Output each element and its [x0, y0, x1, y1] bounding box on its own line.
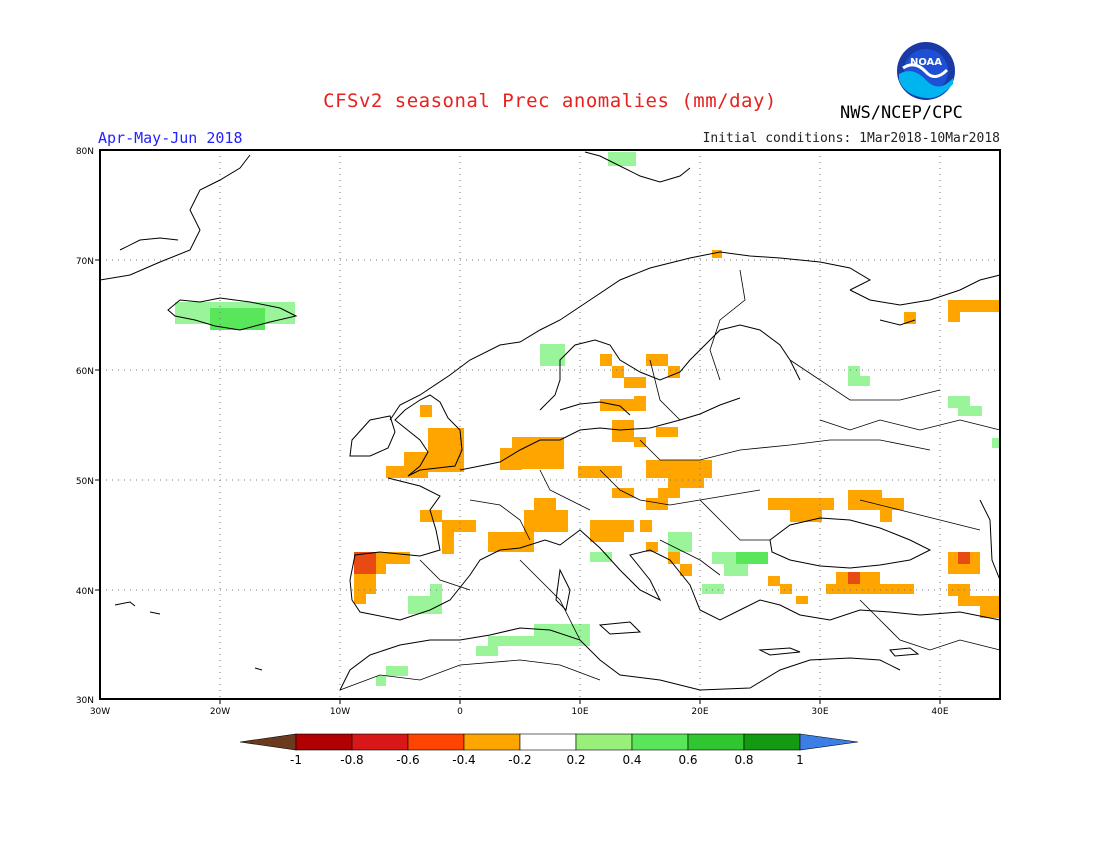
- legend-label: 0.2: [566, 753, 585, 767]
- legend-label: -0.4: [452, 753, 475, 767]
- lon-tick-label: 20E: [691, 707, 708, 717]
- lon-tick-label: 40E: [931, 707, 948, 717]
- legend-label: -1: [290, 753, 302, 767]
- color-legend: [239, 733, 859, 751]
- noaa-logo: NOAA: [895, 40, 957, 106]
- lat-tick-label: 40N: [76, 587, 94, 597]
- lon-tick-label: 0: [457, 707, 463, 717]
- legend-label: 1: [796, 753, 804, 767]
- legend-arrow-left: [239, 733, 297, 751]
- logo-text: NOAA: [910, 57, 942, 68]
- lon-tick-label: 10W: [330, 707, 350, 717]
- agency-label: NWS/NCEP/CPC: [840, 103, 963, 123]
- legend-label: -0.6: [396, 753, 419, 767]
- lon-tick-label: 20W: [210, 707, 230, 717]
- legend-arrow-right: [799, 733, 859, 751]
- season-label: Apr-May-Jun 2018: [98, 129, 243, 147]
- lat-tick-label: 80N: [76, 147, 94, 157]
- legend-label: 0.4: [622, 753, 641, 767]
- legend-swatch: [519, 733, 577, 751]
- coastlines: [99, 151, 1001, 691]
- lat-tick-label: 70N: [76, 257, 94, 267]
- initial-conditions: Initial conditions: 1Mar2018-10Mar2018: [702, 131, 1000, 146]
- legend-swatch: [631, 733, 689, 751]
- lat-tick-label: 50N: [76, 477, 94, 487]
- lat-tick-label: 60N: [76, 367, 94, 377]
- lon-tick-label: 30W: [90, 707, 110, 717]
- legend-label: -0.2: [508, 753, 531, 767]
- legend-swatch: [295, 733, 353, 751]
- legend-swatch: [407, 733, 465, 751]
- legend-swatch: [743, 733, 801, 751]
- lat-tick-label: 30N: [76, 696, 94, 706]
- map-title: CFSv2 seasonal Prec anomalies (mm/day): [323, 90, 777, 112]
- graticule: [100, 150, 1000, 699]
- legend-swatch: [463, 733, 521, 751]
- lon-tick-label: 30E: [811, 707, 828, 717]
- anomaly-cells: [175, 152, 1000, 686]
- map-frame: [99, 149, 1001, 700]
- legend-label: 0.6: [678, 753, 697, 767]
- legend-swatch: [575, 733, 633, 751]
- legend-swatch: [351, 733, 409, 751]
- legend-swatch: [687, 733, 745, 751]
- legend-label: -0.8: [340, 753, 363, 767]
- legend-label: 0.8: [734, 753, 753, 767]
- borders: [339, 269, 1001, 691]
- lon-tick-label: 10E: [571, 707, 588, 717]
